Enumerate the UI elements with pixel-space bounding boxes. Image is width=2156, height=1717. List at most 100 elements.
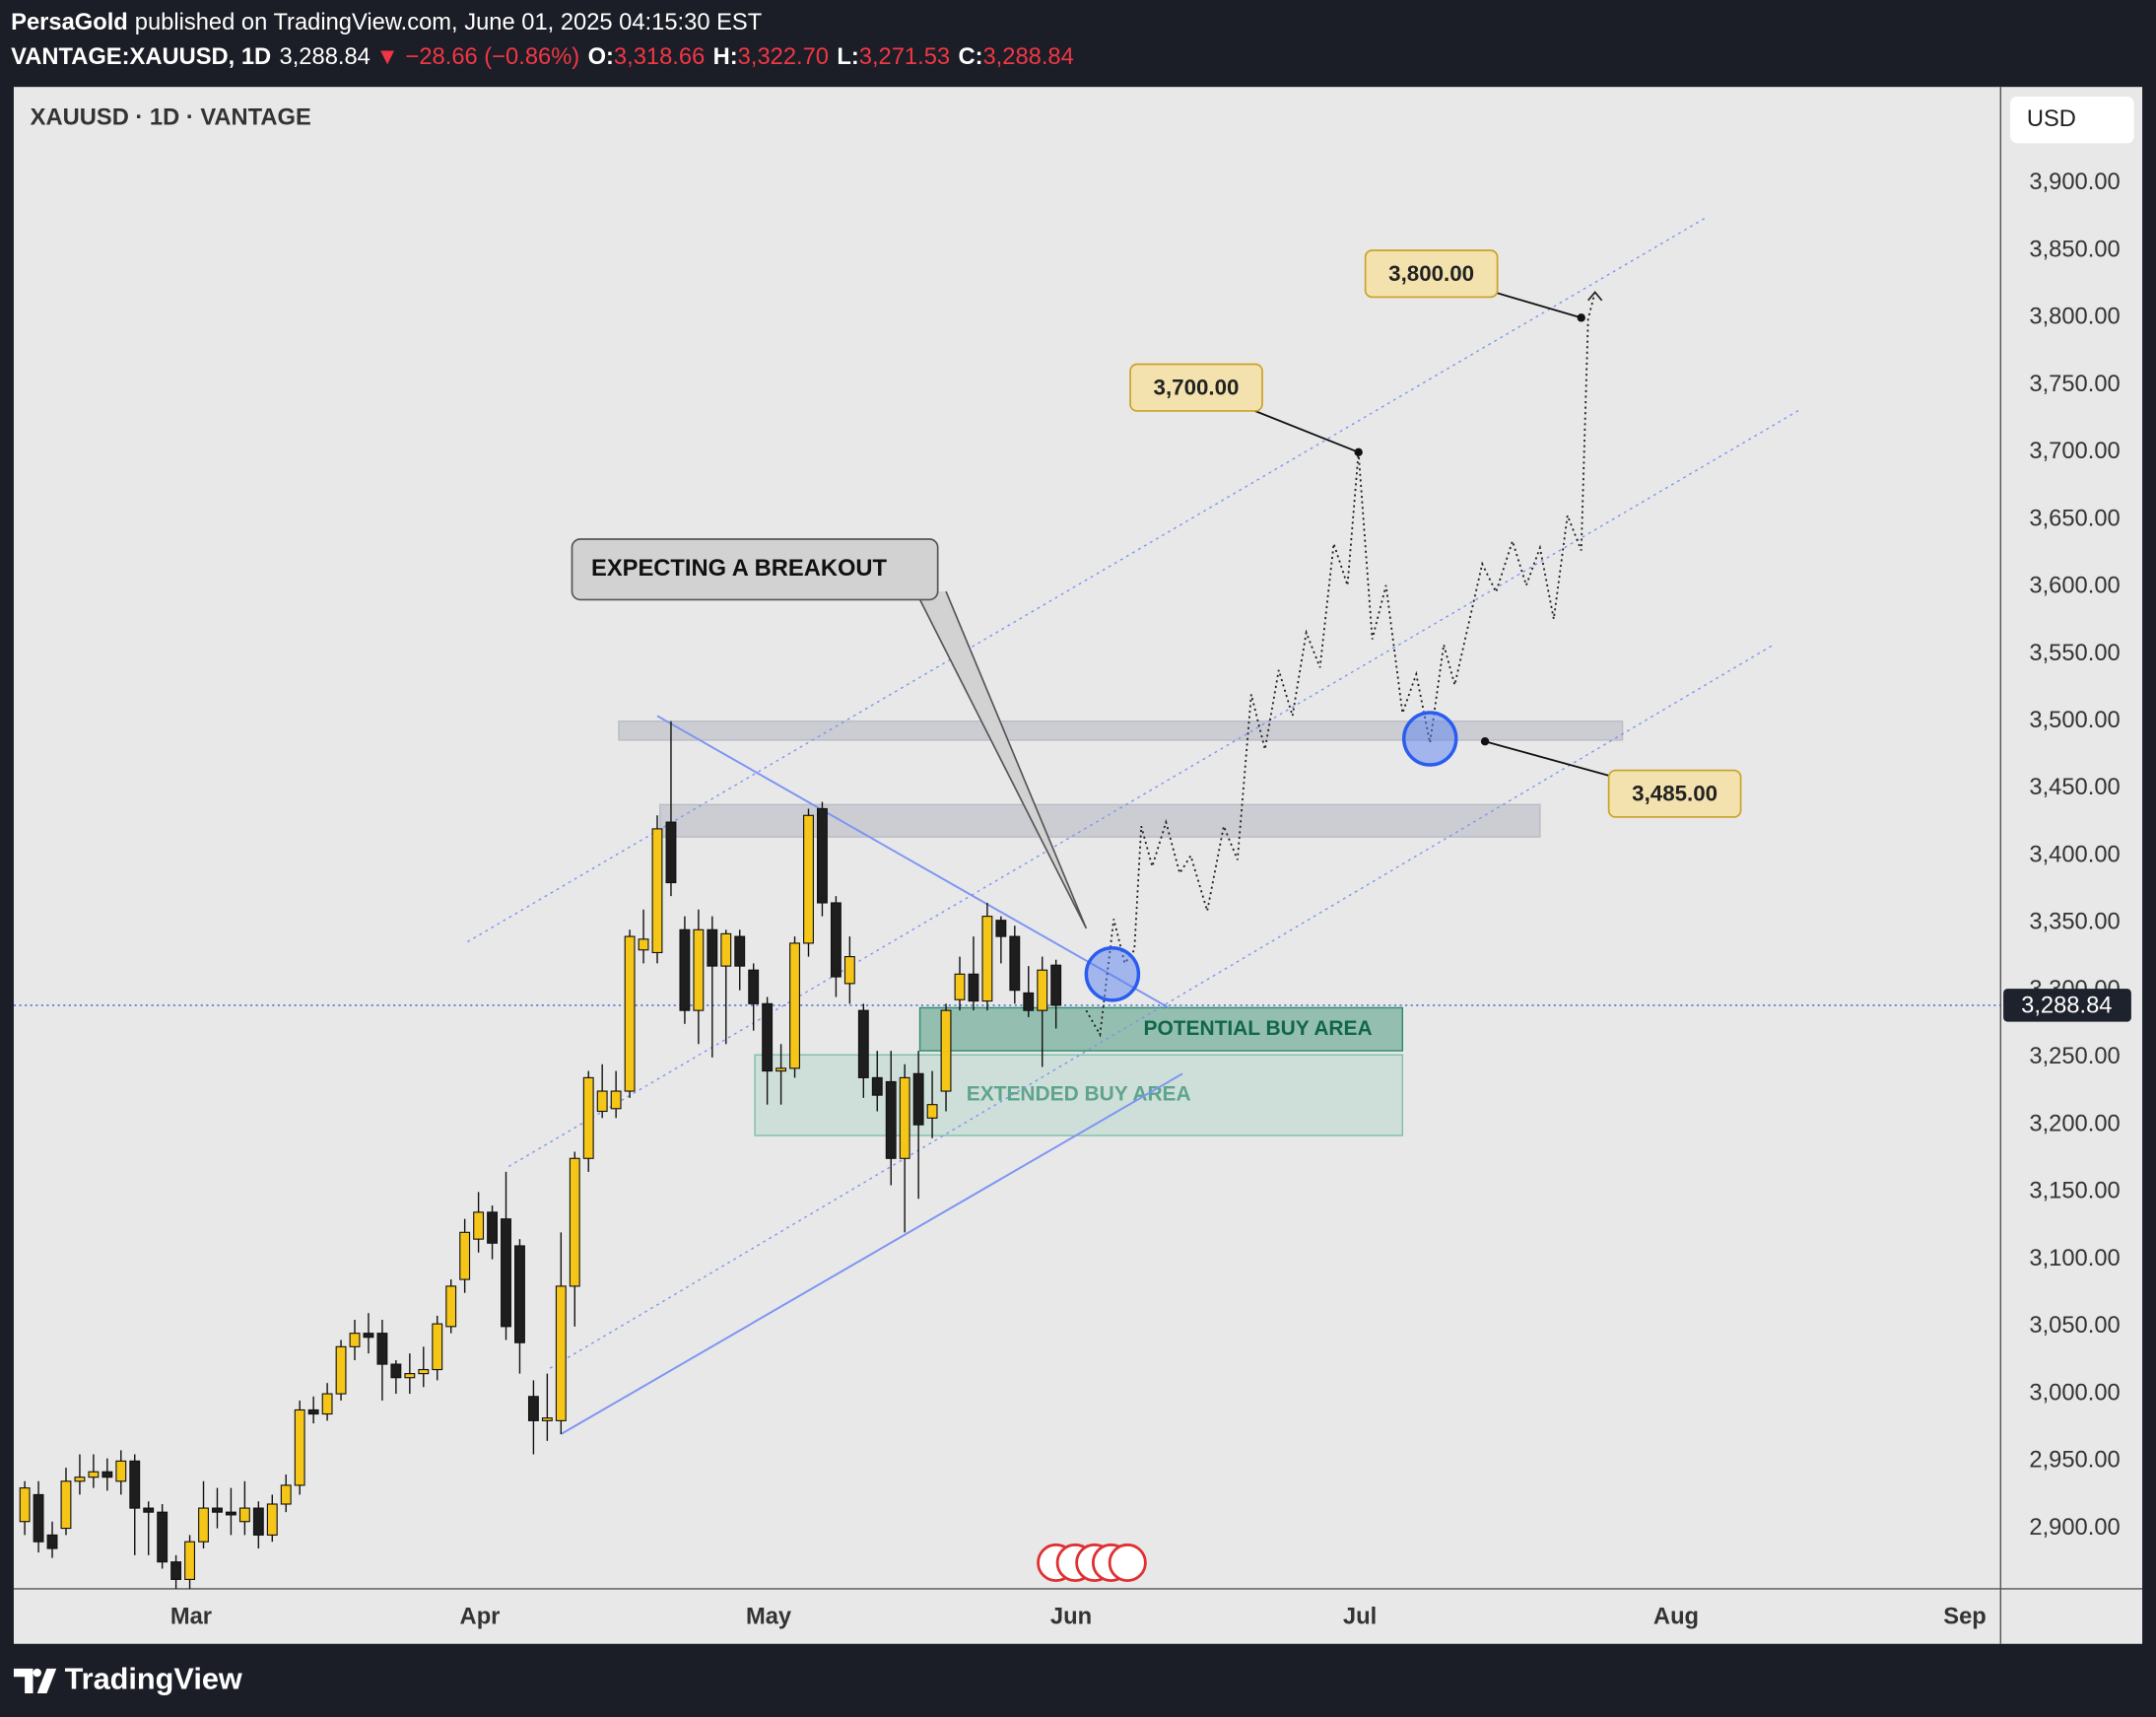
candle-body	[651, 828, 663, 954]
currency: USD	[2027, 106, 2076, 132]
candle-body	[432, 1323, 443, 1371]
candle-body	[555, 1285, 567, 1421]
candle-body	[418, 1368, 430, 1375]
x-tick-label: Mar	[170, 1605, 212, 1630]
symbol: VANTAGE:XAUUSD, 1D	[11, 44, 271, 70]
candle-body	[940, 1009, 952, 1092]
projection-path	[1085, 292, 1596, 1038]
target-label: 3,800.00	[1388, 261, 1474, 286]
candle-body	[1009, 935, 1021, 992]
buy-zone	[918, 1006, 1404, 1052]
candle-body	[720, 932, 732, 967]
y-tick-label: 3,550.00	[2029, 641, 2120, 666]
ohlc-value: 3,322.70	[738, 44, 829, 70]
y-tick-label: 3,150.00	[2029, 1179, 2120, 1204]
candle-body	[335, 1345, 347, 1395]
y-tick-label: 3,450.00	[2029, 775, 2120, 800]
target-point	[1577, 313, 1585, 322]
y-tick-label: 3,200.00	[2029, 1111, 2120, 1136]
y-tick-label: 3,350.00	[2029, 910, 2120, 935]
candle-body	[266, 1503, 278, 1536]
x-tick-label: Apr	[460, 1605, 501, 1630]
y-tick-label: 3,400.00	[2029, 842, 2120, 867]
candle-body	[857, 1009, 869, 1078]
y-tick-label: 2,950.00	[2029, 1448, 2120, 1474]
last-price-tag	[2003, 989, 2131, 1022]
candle-body	[404, 1373, 416, 1379]
breakout-circle	[1401, 711, 1458, 767]
candle-body	[294, 1408, 305, 1486]
x-tick-label: Sep	[1943, 1605, 1987, 1630]
axes: 2,900.00 2,950.00 3,000.00 3,050.00 3,100.00…	[170, 170, 2131, 1630]
candle-body	[487, 1211, 498, 1244]
chart-area	[13, 87, 2143, 1644]
candle-body	[19, 1487, 31, 1523]
candle-body	[198, 1507, 209, 1543]
candle-body	[817, 807, 828, 904]
publisher: PersaGold	[11, 10, 128, 35]
candle-body	[693, 928, 705, 1011]
candle-body	[995, 920, 1007, 937]
candle-body	[665, 821, 677, 884]
candle-body	[376, 1333, 388, 1365]
candle-body	[514, 1245, 525, 1343]
trendline	[467, 217, 1706, 943]
candle-body	[926, 1104, 938, 1119]
candle-body	[707, 928, 718, 967]
y-tick-label: 3,700.00	[2029, 439, 2120, 464]
currency-button[interactable]	[2010, 96, 2134, 144]
trendline	[507, 409, 1799, 1168]
candle-body	[610, 1090, 622, 1110]
y-tick-label: 3,050.00	[2029, 1313, 2120, 1339]
candle-body	[527, 1396, 539, 1421]
resistance-band	[618, 721, 1624, 741]
candle-body	[679, 928, 691, 1011]
candle-body	[1037, 969, 1048, 1011]
y-tick-label: 3,650.00	[2029, 506, 2120, 531]
candle-body	[981, 916, 993, 1002]
candle-body	[88, 1471, 100, 1478]
zone-label: EXTENDED BUY AREA	[967, 1083, 1191, 1106]
candle-body	[143, 1507, 155, 1513]
candle-body	[912, 1072, 924, 1126]
candle-body	[363, 1333, 374, 1339]
callout-pointer	[914, 590, 1088, 929]
candle-body	[60, 1480, 72, 1530]
candle-body	[1050, 964, 1062, 1006]
ohlc-key: C:	[958, 44, 982, 70]
candle-body	[843, 956, 855, 985]
candle-body	[954, 973, 966, 1000]
candle-body	[582, 1076, 594, 1159]
event-flag[interactable]	[1108, 1543, 1147, 1582]
quote-line: VANTAGE:XAUUSD, 1D 3,288.84 ▼ −28.66 (−0.8…	[11, 44, 1074, 70]
y-tick-label: 3,250.00	[2029, 1044, 2120, 1069]
logo-mark	[13, 1668, 57, 1694]
candle-body	[390, 1363, 402, 1379]
y-tick-label: 2,900.00	[2029, 1515, 2120, 1541]
candle-body	[212, 1507, 223, 1513]
y-tick-label: 3,900.00	[2029, 170, 2120, 195]
target-point	[1354, 447, 1363, 457]
price: 3,288.84	[280, 44, 371, 70]
target-box	[1364, 249, 1499, 299]
candle-body	[885, 1080, 897, 1159]
candle-body	[33, 1493, 44, 1543]
candle-body	[252, 1507, 264, 1536]
candle-body	[473, 1211, 485, 1240]
candle-body	[238, 1507, 250, 1523]
projection-arrow	[1587, 291, 1603, 302]
ohlc-key: H:	[713, 44, 738, 70]
y-tick-label: 3,100.00	[2029, 1246, 2120, 1271]
candle-body	[830, 902, 842, 978]
candle-body	[445, 1285, 457, 1328]
trendline	[560, 1072, 1183, 1435]
y-tick-label: 3,000.00	[2029, 1380, 2120, 1406]
candle-body	[501, 1218, 511, 1328]
zone-label: POTENTIAL BUY AREA	[1144, 1017, 1373, 1040]
event-flags	[1037, 1543, 1147, 1582]
candle-body	[789, 942, 800, 1069]
publish-line: PersaGold published on TradingView.com, J…	[11, 10, 762, 35]
candle-body	[734, 935, 746, 967]
